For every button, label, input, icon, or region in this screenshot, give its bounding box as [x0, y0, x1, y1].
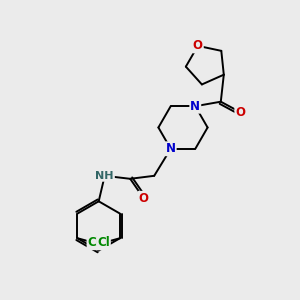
- Text: O: O: [139, 192, 149, 205]
- Text: O: O: [235, 106, 245, 119]
- Text: O: O: [193, 39, 203, 52]
- Text: N: N: [190, 100, 200, 113]
- Text: Cl: Cl: [97, 236, 110, 249]
- Text: N: N: [166, 142, 176, 155]
- Text: NH: NH: [95, 171, 114, 181]
- Text: Cl: Cl: [88, 236, 100, 249]
